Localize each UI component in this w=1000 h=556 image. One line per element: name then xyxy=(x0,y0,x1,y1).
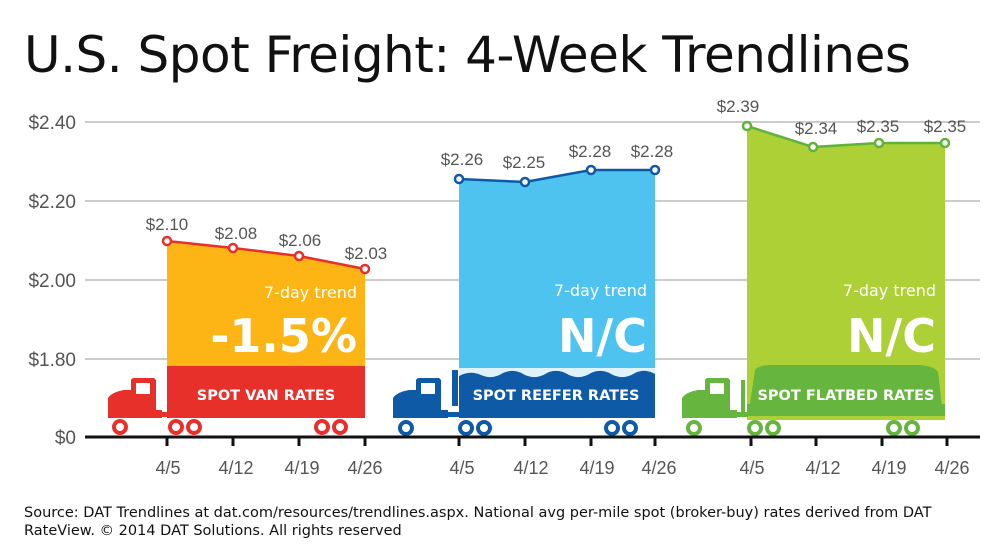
van-truck-cab-icon xyxy=(108,378,170,418)
x-tick-label: 4/12 xyxy=(513,458,548,478)
reefer-area xyxy=(459,170,655,370)
reefer-value-label: $2.28 xyxy=(569,142,612,161)
flatbed-trend-value: N/C xyxy=(847,309,936,363)
reefer-value-label: $2.28 xyxy=(631,142,674,161)
data-point[interactable] xyxy=(359,263,371,275)
van-trendline xyxy=(166,239,366,271)
reefer-ice-edge xyxy=(459,368,655,378)
reefer-truck-cab-icon xyxy=(393,378,459,418)
van-value-label: $2.08 xyxy=(215,224,258,243)
panel-van: 7-day trend -1.5% SPOT VAN RATES $2.10 $… xyxy=(108,215,388,435)
van-area xyxy=(167,241,365,366)
x-tick-label: 4/12 xyxy=(805,458,840,478)
flatbed-deck xyxy=(747,404,945,416)
reefer-wheels-icon xyxy=(398,420,638,436)
van-truck-label: SPOT VAN RATES xyxy=(197,388,335,404)
flatbed-markers xyxy=(741,120,951,153)
panel-flatbed: 7-day trend N/C SPOT FLATBED RATES $2.39… xyxy=(682,97,967,436)
flatbed-trend-label: 7-day trend xyxy=(843,281,936,300)
flatbed-truck-label: SPOT FLATBED RATES xyxy=(757,388,934,404)
flatbed-headboard xyxy=(741,380,745,416)
data-point[interactable] xyxy=(649,164,661,176)
data-point[interactable] xyxy=(939,137,951,149)
x-tick-label: 4/5 xyxy=(739,458,764,478)
flatbed-truck-cab-icon xyxy=(682,378,748,418)
y-tick-label: $0 xyxy=(55,428,76,449)
van-value-label: $2.10 xyxy=(146,215,189,234)
y-axis: $2.40 $2.20 $2.00 $1.80 $0 xyxy=(28,113,76,449)
y-tick-label: $2.40 xyxy=(28,113,76,134)
flatbed-tarp xyxy=(750,365,942,408)
x-tick-label: 4/26 xyxy=(934,458,969,478)
x-tick-label: 4/5 xyxy=(449,458,474,478)
x-tick-label: 4/5 xyxy=(155,458,180,478)
flatbed-trendline xyxy=(746,124,945,149)
data-point[interactable] xyxy=(453,173,465,185)
van-value-label: $2.03 xyxy=(345,244,388,263)
data-point[interactable] xyxy=(227,242,239,254)
van-value-label: $2.06 xyxy=(279,231,322,250)
flatbed-value-label: $2.35 xyxy=(857,117,900,136)
data-point[interactable] xyxy=(873,137,885,149)
y-tick-label: $2.00 xyxy=(28,271,76,292)
x-tick-label: 4/19 xyxy=(871,458,906,478)
van-trend-label: 7-day trend xyxy=(264,283,357,302)
panel-reefer: 7-day trend N/C SPOT REEFER RATES $2.26 … xyxy=(393,142,674,436)
reefer-trend-label: 7-day trend xyxy=(554,281,647,300)
x-ticks xyxy=(165,437,949,446)
y-tick-label: $1.80 xyxy=(28,350,76,371)
x-tick-label: 4/12 xyxy=(218,458,253,478)
flatbed-area xyxy=(747,126,945,420)
flatbed-value-label: $2.39 xyxy=(717,97,760,116)
reefer-trend-value: N/C xyxy=(558,309,647,363)
data-point[interactable] xyxy=(741,120,753,132)
data-point[interactable] xyxy=(293,250,305,262)
y-tick-label: $2.20 xyxy=(28,192,76,213)
flatbed-value-label: $2.34 xyxy=(795,119,838,138)
reefer-trendline xyxy=(458,168,655,184)
x-tick-label: 4/26 xyxy=(347,458,382,478)
data-point[interactable] xyxy=(807,141,819,153)
van-trend-value: -1.5% xyxy=(210,309,357,363)
flatbed-wheels-icon xyxy=(686,420,920,436)
flatbed-value-label: $2.35 xyxy=(924,117,967,136)
data-point[interactable] xyxy=(585,164,597,176)
reefer-markers xyxy=(453,164,661,188)
reefer-unit xyxy=(452,370,458,406)
source-note: Source: DAT Trendlines at dat.com/resour… xyxy=(24,505,932,539)
reefer-value-label: $2.25 xyxy=(503,153,546,172)
chart-title: U.S. Spot Freight: 4-Week Trendlines xyxy=(24,26,911,84)
van-trailer xyxy=(167,366,365,418)
x-tick-label: 4/19 xyxy=(284,458,319,478)
reefer-truck-label: SPOT REEFER RATES xyxy=(473,388,640,404)
x-axis: 4/5 4/12 4/19 4/26 4/5 4/12 4/19 4/26 4/… xyxy=(85,435,980,478)
van-markers xyxy=(161,235,371,275)
van-wheels-icon xyxy=(112,419,348,435)
x-tick-label: 4/19 xyxy=(579,458,614,478)
x-tick-label: 4/26 xyxy=(641,458,676,478)
reefer-value-label: $2.26 xyxy=(441,150,484,169)
data-point[interactable] xyxy=(161,235,173,247)
data-point[interactable] xyxy=(519,176,531,188)
